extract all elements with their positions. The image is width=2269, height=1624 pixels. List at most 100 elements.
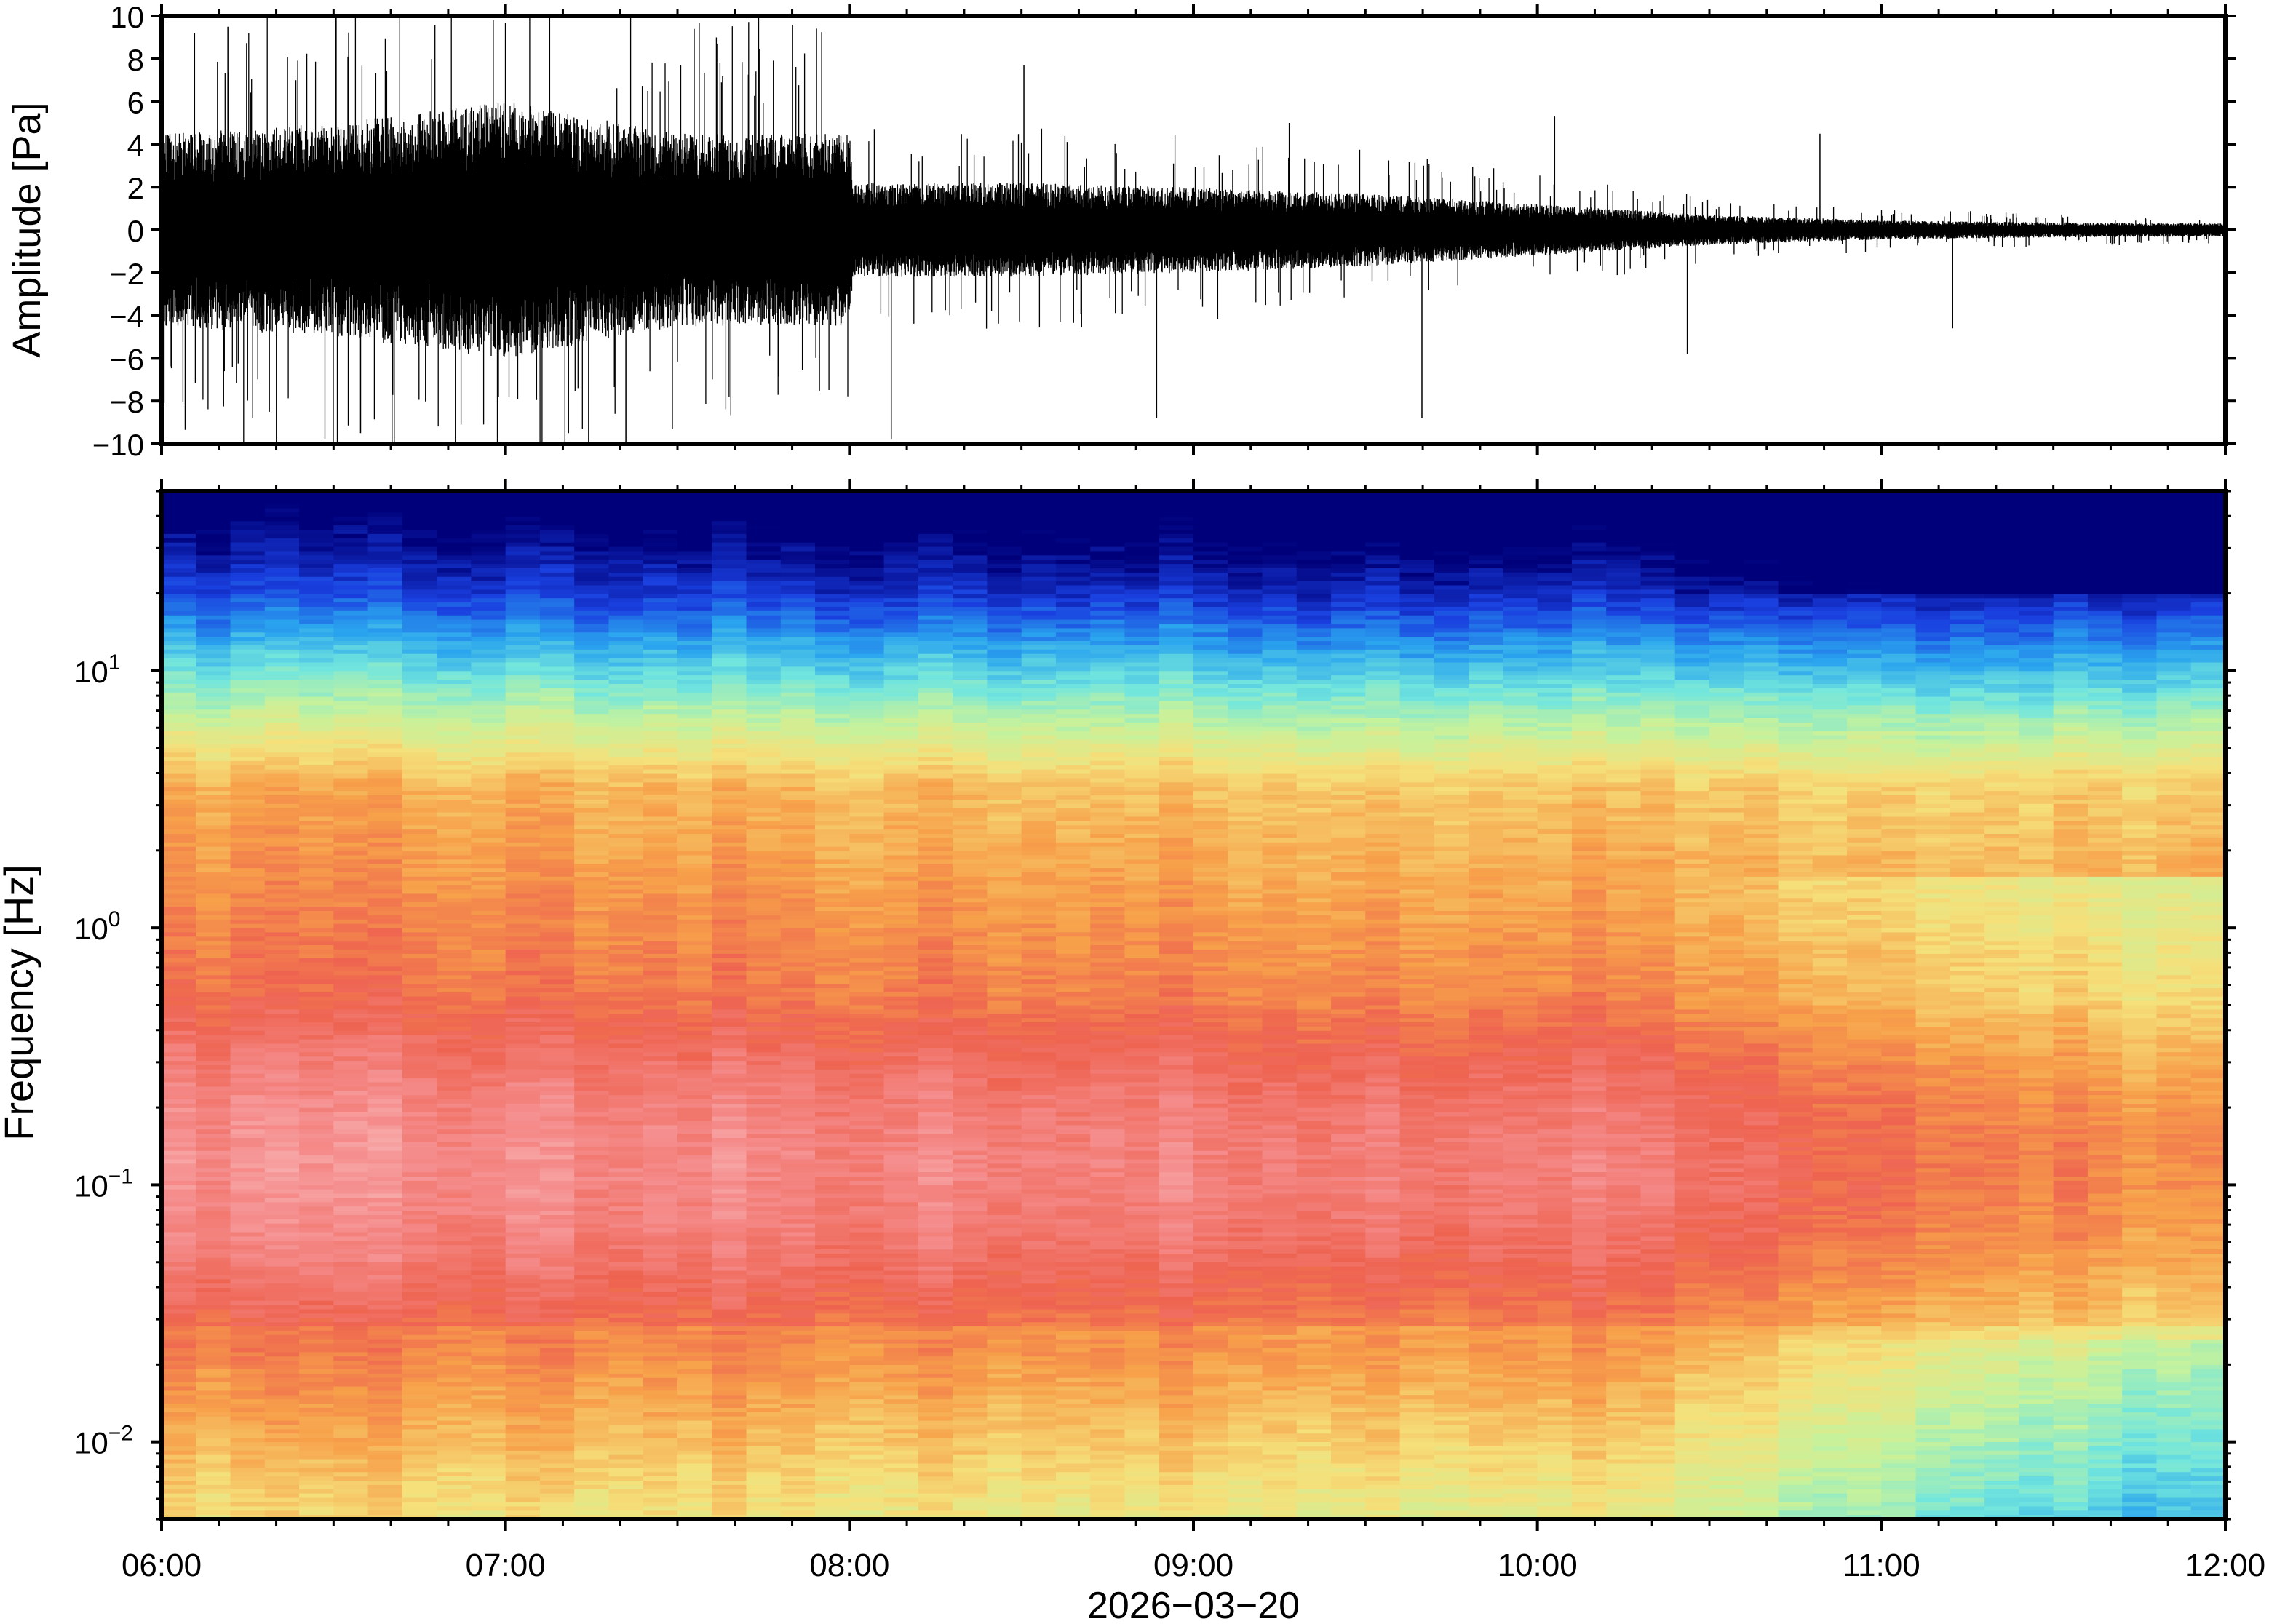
spectrogram-cell [780,1177,816,1182]
spectrogram-cell [264,1206,300,1211]
spectrogram-cell [333,1386,369,1392]
spectrogram-cell [162,585,197,591]
spectrogram-cell [333,491,369,496]
spectrogram-cell [264,821,300,827]
spectrogram-cell [333,1206,369,1211]
spectrogram-cell [815,1177,851,1182]
spectrogram-cell [643,1078,678,1083]
spectrogram-cell [780,1382,816,1388]
spectrogram-cell [643,1489,678,1494]
spectrogram-cell [402,1275,437,1281]
spectrogram-cell [402,585,437,591]
spectrogram-cell [230,1245,266,1250]
spectrogram-cell [196,1236,231,1242]
spectrogram-cell [677,538,713,544]
spectrogram-cell [815,1352,851,1358]
spectrogram-cell [471,962,506,968]
spectrogram-cell [815,1078,851,1083]
spectrogram-cell [437,898,472,903]
spectrogram-cell [746,1506,782,1512]
spectrogram-cell [849,872,885,877]
spectrogram-cell [539,893,575,899]
spectrogram-cell [815,1112,851,1118]
spectrogram-cell [746,1296,782,1302]
spectrogram-cell [608,1189,644,1195]
spectrogram-cell [539,825,575,830]
spectrogram-cell [574,1275,610,1281]
spectrogram-cell [643,979,678,984]
spectrogram-cell [402,979,437,984]
spectrogram-cell [437,1121,472,1126]
spectrogram-cell [299,1476,335,1481]
spectrogram-cell [505,1429,541,1435]
spectrogram-cell [780,1227,816,1233]
spectrogram-cell [505,910,541,916]
spectrogram-cell [539,748,575,753]
spectrogram-cell [746,1476,782,1481]
spectrogram-cell [505,1305,541,1310]
spectrogram-cell [815,1189,851,1195]
spectrogram-cell [230,1377,266,1383]
spectrogram-cell [471,1214,506,1220]
spectrogram-cell [539,1086,575,1092]
spectrogram-cell [299,821,335,827]
spectrogram-cell [539,1377,575,1383]
spectrogram-cell [746,1270,782,1276]
spectrogram-cell [299,872,335,877]
spectrogram-cell [608,692,644,698]
spectrogram-cell [712,1352,747,1358]
spectrogram-cell [333,760,369,766]
spectrogram-cell [849,949,885,955]
spectrogram-cell [437,902,472,907]
spectrogram-cell [780,688,816,693]
spectrogram-cell [677,1334,713,1340]
spectrogram-cell [196,1291,231,1297]
spectrogram-cell [608,1412,644,1417]
spectrogram-cell [712,1489,747,1494]
spectrogram-cell [849,560,885,565]
spectrogram-cell [746,910,782,916]
spectrogram-cell [162,1395,197,1400]
spectrogram-cell [815,984,851,989]
spectrogram-cell [196,1107,231,1113]
spectrogram-cell [677,975,713,980]
spectrogram-cell [299,1193,335,1199]
spectrogram-cell [643,923,678,929]
spectrogram-cell [712,962,747,968]
spectrogram-cell [539,769,575,775]
spectrogram-cell [574,923,610,929]
spectrogram-cell [746,791,782,796]
spectrogram-cell [196,1438,231,1443]
spectrogram-cell [849,868,885,873]
spectrogram-cell [712,907,747,912]
spectrogram-cell [815,1061,851,1066]
spectrogram-cell [539,803,575,809]
spectrogram-cell [608,1030,644,1036]
spectrogram-cell [539,864,575,869]
spectrogram-cell [333,1283,369,1289]
spectrogram-cell [643,945,678,950]
spectrogram-cell [780,1420,816,1426]
spectrogram-cell [712,996,747,1002]
spectrogram-cell [471,996,506,1002]
spectrogram-cell [471,1373,506,1379]
spectrogram-cell [333,1014,369,1019]
spectrogram-cell [367,864,403,869]
spectrogram-cell [333,816,369,822]
spectrogram-cell [437,508,472,514]
spectrogram-cell [230,1412,266,1417]
spectrogram-cell [367,1253,403,1259]
spectrogram-cell [230,787,266,792]
spectrogram-cell [333,624,369,629]
spectrogram-cell [162,1382,197,1388]
spectrogram-cell [162,872,197,877]
spectrogram-cell [196,1202,231,1208]
spectrogram-cell [574,680,610,685]
spectrogram-cell [402,1510,437,1516]
spectrogram-cell [608,1241,644,1246]
spectrogram-cell [608,1048,644,1054]
spectrogram-cell [299,645,335,650]
spectrogram-cell [333,499,369,505]
spectrogram-cell [471,1429,506,1435]
spectrogram-cell [677,542,713,548]
